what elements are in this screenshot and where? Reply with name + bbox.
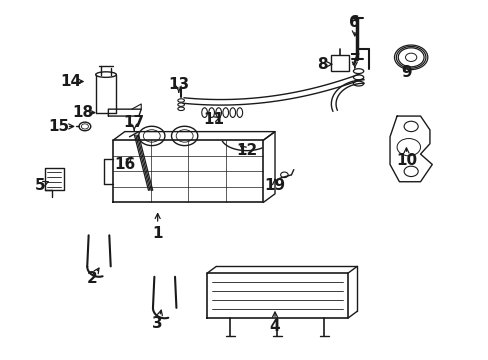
Text: 11: 11 xyxy=(203,112,224,127)
Text: 8: 8 xyxy=(316,57,326,72)
Text: 1: 1 xyxy=(152,226,163,241)
Text: 15: 15 xyxy=(48,119,69,134)
Text: 4: 4 xyxy=(269,319,280,334)
Text: 3: 3 xyxy=(152,316,163,331)
Text: 16: 16 xyxy=(114,157,135,172)
Text: 14: 14 xyxy=(60,74,81,89)
Text: 2: 2 xyxy=(86,271,97,286)
Text: 5: 5 xyxy=(35,178,45,193)
Text: 7: 7 xyxy=(349,53,359,68)
Text: 12: 12 xyxy=(236,143,257,158)
Text: 19: 19 xyxy=(264,178,285,193)
Text: 6: 6 xyxy=(349,15,360,30)
Text: 18: 18 xyxy=(72,105,93,120)
Text: 10: 10 xyxy=(395,153,416,168)
Text: 9: 9 xyxy=(400,66,411,80)
Text: 17: 17 xyxy=(123,116,144,130)
Text: 13: 13 xyxy=(168,77,189,93)
